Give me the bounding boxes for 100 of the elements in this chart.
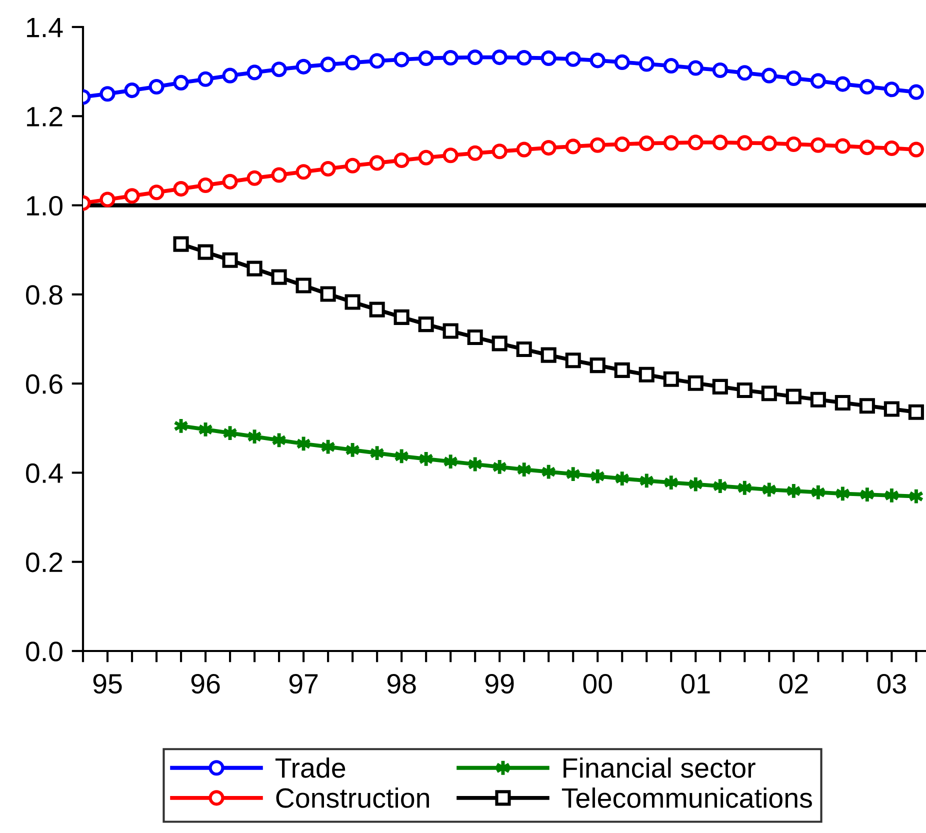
point [736,135,752,151]
point [124,188,140,204]
point [688,134,704,150]
point [173,236,189,252]
point [712,62,728,78]
point [246,260,262,276]
x-tick-label: 99 [485,674,514,694]
point [516,341,532,358]
point [638,366,654,382]
point [148,184,164,200]
point [834,76,850,92]
point [320,286,336,302]
point [614,362,630,378]
x-tick-label: 02 [779,674,808,694]
point [614,136,630,152]
point [173,74,189,90]
point [320,56,336,72]
point [246,170,262,186]
point [369,155,385,171]
point [442,148,458,164]
point [712,134,728,150]
point [516,142,532,158]
point [320,160,336,177]
point [418,50,434,66]
point [859,140,875,156]
point [663,371,679,387]
point [344,294,360,310]
point [761,136,777,152]
point [590,52,606,68]
y-tick-label: 0.0 [26,642,62,662]
point [884,82,900,98]
point [442,323,458,339]
point [516,50,532,66]
point [492,144,508,160]
point [148,78,164,95]
point [565,138,581,154]
point [736,382,752,398]
point [614,54,630,70]
point [688,375,704,391]
point [810,73,826,89]
point [271,269,287,285]
point [124,82,140,98]
point [198,177,214,194]
point [271,62,287,78]
point [467,329,483,345]
point [884,140,900,156]
point [663,58,679,74]
point [467,50,483,66]
point [296,58,312,74]
point [786,70,802,86]
point [908,84,924,100]
point [663,135,679,151]
point [540,50,556,66]
point [540,347,556,363]
point [296,278,312,294]
point [296,164,312,180]
x-tick-label: 95 [93,674,122,694]
x-tick-label: 97 [289,674,318,694]
point [565,51,581,67]
y-tick-label: 1.2 [27,106,62,126]
point [540,140,556,156]
y-tick-label: 1.4 [27,18,63,38]
y-tick-label: 0.2 [26,552,62,572]
point [418,316,434,332]
point [222,68,238,84]
point [467,145,483,161]
point [222,174,238,190]
point [859,78,875,95]
point [100,86,116,102]
point [810,137,826,153]
x-tick-label: 98 [387,674,416,694]
point [100,192,116,208]
legend-label: Financial sector [564,757,756,778]
point [394,152,410,168]
point [394,309,410,325]
point [834,138,850,154]
x-tick-label: 03 [877,674,906,694]
point [492,336,508,352]
point [761,68,777,84]
point [394,52,410,68]
point [712,378,728,394]
point [442,50,458,66]
point [369,53,385,69]
x-tick-label: 96 [191,674,220,694]
point [810,392,826,408]
point [761,386,777,402]
x-tick-label: 01 [681,674,710,694]
point [786,136,802,152]
point [565,352,581,368]
y-tick-label: 0.6 [26,374,62,394]
point [344,54,360,70]
point [198,71,214,87]
point [198,244,214,260]
point [908,404,924,420]
point [736,65,752,81]
point [173,181,189,197]
point [271,167,287,183]
y-tick-label: 0.4 [26,463,63,484]
point [418,150,434,166]
legend-label: Trade [275,757,346,778]
